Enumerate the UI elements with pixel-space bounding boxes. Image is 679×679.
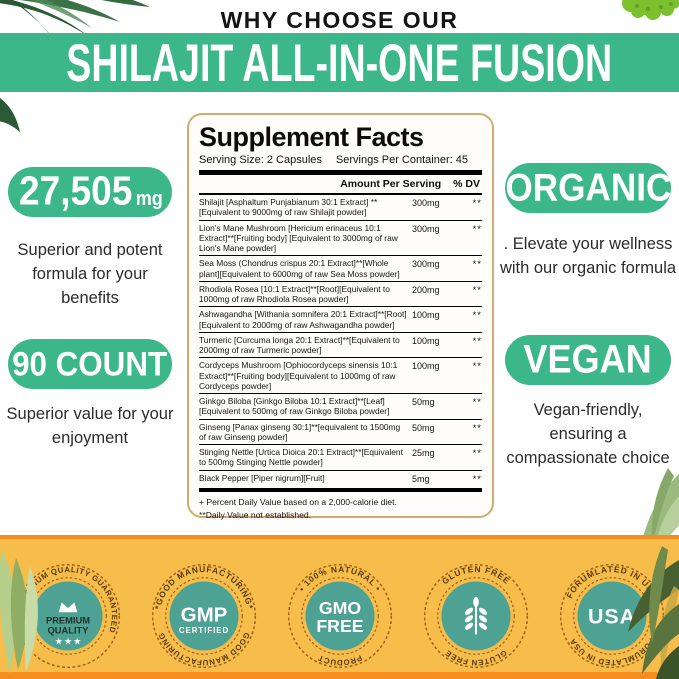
ingredient-name: Cordyceps Mushroom [Ophiocordyceps sinen…	[199, 360, 398, 391]
ingredient-amount: 50mg	[412, 397, 435, 407]
ingredient-name: Rhodiola Rosea [10:1 Extract]**[Root][Eq…	[199, 283, 390, 304]
footnote: **Daily Value not established.	[199, 509, 312, 520]
supplement-facts-panel: Supplement Facts Serving Size: 2 Capsule…	[187, 113, 494, 520]
ingredient-row: Black Pepper [Piper nigrum][Fruit] 5mg *…	[199, 469, 482, 487]
ingredient-row: Ginseng [Panax ginseng 30:1]**[equivalen…	[199, 418, 482, 445]
usa-badge: FORUMLATED IN USA FORUMLATED IN USA USA	[559, 563, 665, 669]
ingredient-amount: 5mg	[412, 473, 430, 484]
svg-text:PRODUCT: PRODUCT	[317, 653, 364, 667]
ingredient-name: Sea Moss (Chondrus crispus 20:1 Extract]…	[199, 258, 400, 279]
divider-thick	[199, 170, 482, 175]
serving-size: Serving Size: 2 Capsules	[199, 154, 322, 166]
premium-quality-badge: 100% PREMIUM QUALITY GUARANTEED PREMIUM …	[15, 563, 121, 669]
ingredient-dv: **	[472, 223, 482, 235]
panel-title: Supplement Facts	[199, 122, 424, 152]
badge-line2: CERTIFIED	[179, 626, 229, 635]
ingredient-row: Rhodiola Rosea [10:1 Extract]**[Root][Eq…	[199, 280, 482, 307]
ingredient-dv: **	[472, 284, 482, 296]
eyebrow-title: WHY CHOOSE OUR	[220, 7, 459, 33]
ingredient-amount: 100mg	[412, 310, 440, 321]
ingredient-dv: **	[472, 361, 482, 373]
badge-line1: GMP	[181, 604, 228, 627]
ingredient-dv: **	[472, 310, 482, 322]
ingredient-dv: **	[472, 448, 482, 459]
count-pill: 90 COUNT	[8, 339, 172, 389]
ingredient-row: Sea Moss (Chondrus crispus 20:1 Extract]…	[199, 255, 482, 281]
count-text: 90 COUNT	[12, 344, 168, 383]
ingredient-dv: **	[472, 335, 482, 347]
badge-line1: PREMIUM	[46, 615, 90, 625]
badge-line2: QUALITY	[48, 626, 90, 636]
ingredient-name: Ginkgo Biloba [Ginkgo Biloba 10:1 Extrac…	[199, 396, 390, 417]
ingredient-row: Turmeric [Curcuma longa 20:1 Extract]**[…	[199, 331, 482, 358]
svg-text:GLUTEN FREE: GLUTEN FREE	[443, 648, 508, 667]
ingredient-row: Ginkgo Biloba [Ginkgo Biloba 10:1 Extrac…	[199, 393, 482, 419]
ingredient-amount: 100mg	[412, 361, 440, 372]
badge-line1: USA	[588, 604, 636, 628]
badge-stars: ★ ★ ★	[55, 637, 82, 646]
ingredient-dv: **	[472, 422, 482, 434]
ingredient-amount: 50mg	[412, 422, 435, 433]
ingredient-name: Ginseng [Panax ginseng 30:1]**[equivalen…	[199, 421, 401, 442]
ingredient-amount: 300mg	[412, 198, 440, 208]
ingredient-amount: 300mg	[412, 223, 440, 234]
organic-pill: ORGANIC	[505, 163, 671, 213]
band-top-line	[0, 535, 679, 539]
ingredient-name: Stinging Nettle [Urtica Dioica 20:1 Extr…	[199, 447, 403, 468]
title-banner: SHILAJIT ALL-IN-ONE FUSION	[0, 33, 679, 92]
dosage-unit: mg	[136, 188, 164, 211]
banner-text: SHILAJIT ALL-IN-ONE FUSION	[66, 32, 613, 93]
ingredient-name: Shilajit [Asphaltum Punjabianum 30:1 Ext…	[199, 197, 378, 218]
badge-line1: GMO	[319, 598, 362, 618]
badge-line2: FREE	[316, 616, 363, 636]
gmp-certified-badge: *GOOD MANUFACTURING* GOOD MANUFACTURING …	[151, 563, 257, 669]
ingredient-amount: 300mg	[412, 259, 440, 270]
footnote: + Percent Daily Value based on a 2,000-c…	[199, 496, 397, 507]
vegan-text: VEGAN	[523, 337, 653, 382]
badge-arc-bottom: GLUTEN FREE	[443, 648, 507, 667]
gmo-free-badge: • 100% NATURAL • PRODUCT GMO FREE	[287, 563, 393, 669]
servings-per-container: Servings Per Container: 45	[335, 154, 468, 166]
vegan-pill: VEGAN	[505, 335, 671, 385]
ingredient-row: Lion's Mane Mushroom [Hericium erinaceus…	[199, 219, 482, 256]
organic-caption: . Elevate your wellness with our organic…	[499, 235, 677, 277]
col-dv: % DV	[453, 178, 480, 190]
vegan-caption: Vegan-friendly, ensuring a compassionate…	[506, 401, 670, 467]
ingredient-row: Cordyceps Mushroom [Ophiocordyceps sinen…	[199, 357, 482, 393]
dosage-pill: 27,505 mg	[8, 167, 172, 217]
wheat-icon	[464, 596, 488, 635]
divider-thick	[199, 487, 482, 492]
ingredient-row: Stinging Nettle [Urtica Dioica 20:1 Extr…	[199, 444, 482, 470]
serving-info: Serving Size: 2 Capsules Servings Per Con…	[199, 154, 482, 166]
leaf-tip-left	[0, 98, 20, 132]
ingredient-name: Black Pepper [Piper nigrum][Fruit]	[199, 472, 325, 483]
ingredient-dv: **	[472, 473, 482, 485]
table-header: Amount Per Serving % DV	[199, 175, 482, 195]
ingredient-row: Shilajit [Asphaltum Punjabianum 30:1 Ext…	[199, 195, 482, 220]
ingredient-name: Lion's Mane Mushroom [Hericium erinaceus…	[199, 222, 398, 254]
ingredient-amount: 100mg	[412, 335, 440, 346]
ingredient-row: Ashwagandha [Withania somnifera 20:1 Ext…	[199, 306, 482, 332]
orange-strip	[0, 672, 679, 679]
ingredient-dv: **	[472, 198, 482, 209]
dosage-value: 27,505	[19, 168, 133, 215]
dosage-caption: Superior and potent formula for your ben…	[17, 241, 163, 307]
count-caption: Superior value for your enjoyment	[6, 405, 174, 447]
ingredient-dv: **	[472, 397, 482, 408]
ingredient-name: Ashwagandha [Withania somnifera 20:1 Ext…	[199, 309, 407, 330]
col-amount: Amount Per Serving	[340, 178, 442, 190]
ingredient-name: Turmeric [Curcuma longa 20:1 Extract]**[…	[199, 334, 400, 355]
organic-text: ORGANIC	[505, 165, 672, 209]
crown-icon	[58, 602, 78, 613]
gluten-free-badge: GLUTEN FREE GLUTEN FREE	[423, 563, 529, 669]
badge-arc-bottom: PRODUCT	[317, 653, 363, 667]
ingredient-dv: **	[472, 259, 482, 271]
ingredient-amount: 25mg	[412, 448, 435, 458]
ingredient-amount: 200mg	[412, 284, 440, 295]
